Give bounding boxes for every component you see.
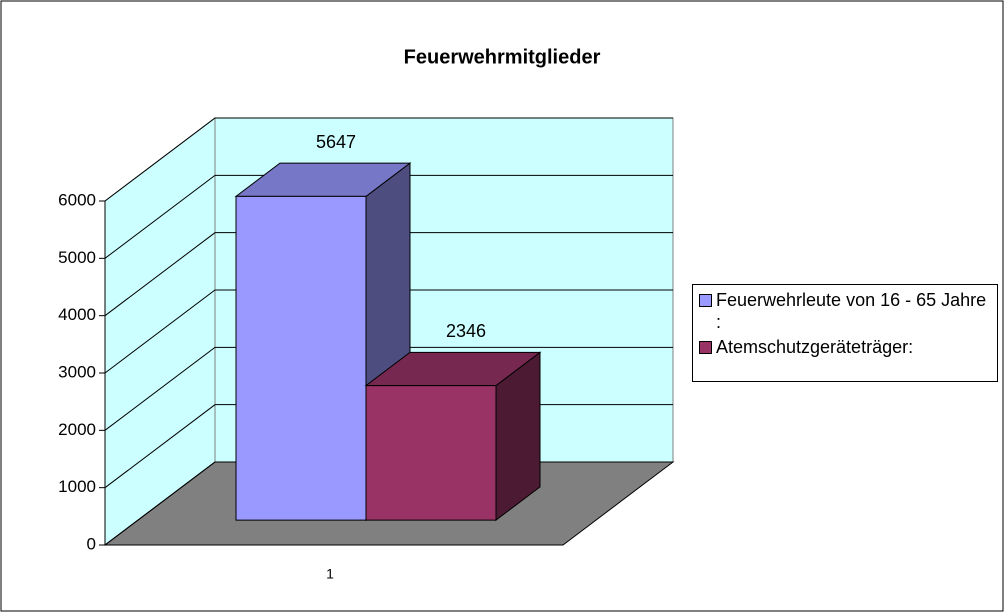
x-tick-label: 1 bbox=[326, 566, 334, 582]
legend-label: Feuerwehrleute von 16 - 65 Jahre : bbox=[716, 290, 987, 332]
grid-line bbox=[104, 346, 673, 431]
grid-line bbox=[104, 289, 673, 374]
grid-line bbox=[104, 232, 673, 317]
y-tick-label: 6000 bbox=[58, 190, 96, 209]
chart-title: Feuerwehrmitglieder bbox=[404, 46, 601, 68]
y-tick-label: 3000 bbox=[58, 362, 96, 381]
legend: Feuerwehrleute von 16 - 65 Jahre : Atemsc… bbox=[692, 284, 998, 382]
grid-line bbox=[104, 174, 673, 259]
bar bbox=[235, 195, 367, 521]
y-tick-label: 0 bbox=[87, 534, 96, 553]
legend-label: Atemschutzgeräteträger: bbox=[716, 337, 914, 357]
y-tick-label: 1000 bbox=[58, 477, 96, 496]
legend-entry: Feuerwehrleute von 16 - 65 Jahre : bbox=[699, 289, 991, 333]
y-tick-label: 2000 bbox=[58, 420, 96, 439]
y-tick-label: 5000 bbox=[58, 248, 96, 267]
data-label: 5647 bbox=[316, 132, 356, 152]
y-tick-label: 4000 bbox=[58, 305, 96, 324]
legend-swatch bbox=[699, 294, 712, 307]
bar bbox=[365, 385, 497, 521]
legend-entry: Atemschutzgeräteträger: bbox=[699, 336, 991, 358]
grid-line bbox=[104, 117, 673, 202]
legend-swatch bbox=[699, 341, 712, 354]
data-label: 2346 bbox=[446, 321, 486, 341]
